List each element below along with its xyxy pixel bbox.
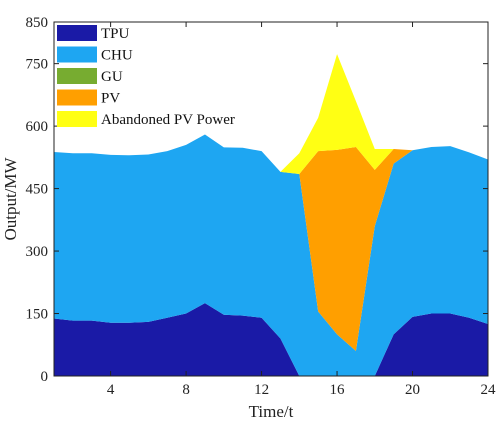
y-tick-label: 850 — [26, 15, 49, 31]
legend-label: Abandoned PV Power — [101, 112, 235, 128]
area-series-tpu — [54, 303, 488, 376]
area-series-chu — [54, 134, 488, 376]
legend-swatch — [57, 68, 97, 84]
area-layers — [54, 54, 488, 376]
y-tick-label: 750 — [26, 57, 49, 73]
plot-frame — [53, 21, 489, 377]
x-tick-label: 20 — [405, 382, 420, 398]
legend-swatch — [57, 46, 97, 63]
legend-label: GU — [101, 69, 123, 85]
y-axis-ticks: 0 150 300 450 600 750 850 — [26, 15, 488, 385]
y-tick-label: 300 — [26, 244, 49, 260]
legend: TPU CHU GU PV Abandoned PV Power — [57, 25, 235, 128]
x-tick-label: 16 — [330, 382, 346, 398]
y-tick-label: 150 — [26, 307, 49, 323]
legend-label: TPU — [101, 26, 130, 42]
area-series-pv — [54, 134, 488, 352]
legend-swatch — [57, 25, 97, 41]
x-tick-label: 8 — [182, 382, 190, 398]
x-axis-title: Time/t — [249, 402, 294, 421]
legend-label: CHU — [101, 48, 133, 64]
x-tick-label: 4 — [107, 382, 115, 398]
y-tick-label: 0 — [41, 369, 49, 385]
legend-label: PV — [101, 91, 120, 107]
y-axis-title: Output/MW — [1, 156, 20, 240]
x-tick-label: 24 — [481, 382, 497, 398]
legend-swatch — [57, 89, 97, 106]
y-tick-label: 450 — [26, 182, 49, 198]
legend-swatch — [57, 111, 97, 127]
x-axis-ticks: 4 8 12 16 20 24 — [107, 22, 496, 398]
x-tick-label: 12 — [254, 382, 269, 398]
y-tick-label: 600 — [26, 119, 49, 135]
